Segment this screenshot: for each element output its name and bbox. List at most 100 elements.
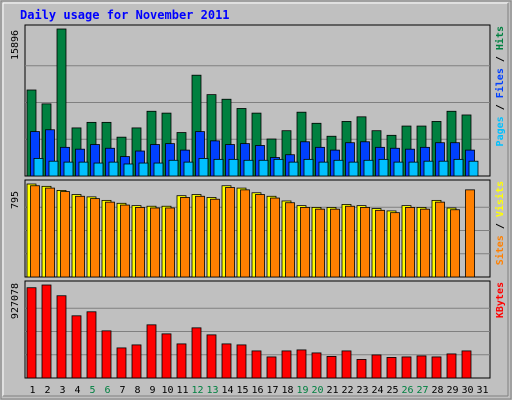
bar-sites-day-13 [210,198,220,278]
bar-kbytes-day-16 [251,350,262,379]
x-tick-label: 2 [44,385,50,396]
bar-pages-day-7 [123,163,134,177]
bar-pages-day-10 [168,159,179,177]
bar-pages-day-30 [468,160,479,177]
legend-sites: Sites [494,235,506,265]
bar-pages-day-6 [108,161,119,177]
bar-kbytes-day-12 [191,327,202,379]
bar-sites-day-9 [150,207,160,278]
bar-sites-day-22 [345,205,355,278]
bar-pages-day-11 [183,161,194,177]
bar-sites-day-28 [435,201,445,278]
bar-kbytes-day-15 [236,344,247,379]
x-tick-label: 18 [281,385,293,396]
x-tick-label: 24 [371,385,383,396]
bar-sites-day-12 [195,195,205,278]
bar-kbytes-day-20 [311,352,322,379]
bar-sites-day-3 [60,191,70,278]
bar-sites-day-25 [390,212,400,278]
panel-kbytes-max-label: 927078 [10,283,21,319]
x-tick-label: 6 [104,385,110,396]
bar-sites-day-29 [450,209,460,278]
bar-kbytes-day-18 [281,350,292,379]
x-tick-label: 29 [446,385,458,396]
bar-sites-day-14 [225,187,235,278]
bar-pages-day-18 [288,161,299,177]
x-tick-label: 25 [386,385,398,396]
x-tick-label: 5 [89,385,95,396]
x-tick-label: 13 [206,385,218,396]
x-tick-label: 22 [341,385,353,396]
bar-kbytes-day-30 [461,350,472,379]
x-tick-label: 30 [461,385,473,396]
panel-visits-max-label: 795 [10,191,21,209]
bar-pages-day-24 [378,158,389,177]
panel-kbytes-legend: KBytes [495,282,506,318]
x-tick-label: 12 [191,385,203,396]
bar-kbytes-day-13 [206,334,217,379]
bar-sites-day-7 [120,204,130,278]
bar-kbytes-day-29 [446,353,457,379]
chart-panels: 15896 Pages / Files / Hits 795 Sites / Visi… [10,24,506,379]
legend-kbytes: KBytes [495,282,506,318]
bar-kbytes-day-28 [431,356,442,379]
bar-pages-day-26 [408,161,419,177]
bar-kbytes-day-25 [386,357,397,379]
bar-sites-day-5 [90,198,100,278]
legend-hits: Hits [494,26,506,50]
bar-kbytes-day-9 [146,324,157,379]
x-tick-label: 16 [251,385,263,396]
legend-separator: / [495,217,506,235]
bar-sites-day-19 [300,206,310,278]
bar-sites-day-21 [330,208,340,278]
bar-sites-day-17 [270,197,280,278]
panel-kbytes: 927078 KBytes [10,280,506,379]
x-axis: 1 2 3 4 5 6 7 8 9 10 11 12 13 14 15 16 17 18 19 20 21 22 23 24 2… [29,385,488,396]
bar-kbytes-day-27 [416,355,427,379]
bar-pages-day-9 [153,162,164,177]
bar-kbytes-day-22 [341,350,352,379]
bar-kbytes-day-26 [401,356,412,379]
bar-sites-day-4 [75,195,85,278]
bar-sites-day-18 [285,202,295,278]
bar-pages-day-1 [33,158,44,177]
bar-sites-day-2 [45,187,55,278]
bar-kbytes-day-6 [101,330,112,379]
bar-pages-day-15 [243,159,254,177]
panel-hits-legend: Pages / Files / Hits [494,26,506,146]
bar-pages-day-20 [318,161,329,177]
bar-sites-day-6 [105,201,115,278]
bar-pages-day-8 [138,162,149,177]
x-tick-label: 3 [59,385,65,396]
bar-kbytes-day-7 [116,347,127,379]
bar-kbytes-day-11 [176,343,187,379]
x-tick-label: 23 [356,385,368,396]
bar-kbytes-day-23 [356,359,367,379]
x-tick-label: 14 [221,385,233,396]
bar-sites-day-23 [360,206,370,278]
bar-kbytes-day-5 [86,311,97,379]
bar-pages-day-12 [198,158,209,177]
x-tick-label: 15 [236,385,248,396]
bar-kbytes-day-17 [266,356,277,379]
x-tick-label: 20 [311,385,323,396]
bar-kbytes-day-8 [131,344,142,379]
bar-kbytes-day-24 [371,354,382,379]
bar-sites-day-1 [30,185,40,278]
bar-kbytes-day-1 [26,287,37,379]
bar-pages-day-17 [273,158,284,177]
x-tick-label: 7 [119,385,125,396]
bar-pages-day-16 [258,159,269,177]
bar-sites-day-11 [180,197,190,278]
legend-files: Files [494,68,506,98]
bar-sites-day-30 [465,189,475,278]
bar-sites-day-10 [165,207,175,278]
chart-title: Daily usage for November 2011 [20,8,230,22]
legend-visits: Visits [494,181,506,217]
x-tick-label: 31 [476,385,488,396]
bar-sites-day-27 [420,208,430,278]
bar-pages-day-4 [78,161,89,177]
bar-kbytes-day-10 [161,333,172,379]
x-tick-label: 10 [161,385,173,396]
